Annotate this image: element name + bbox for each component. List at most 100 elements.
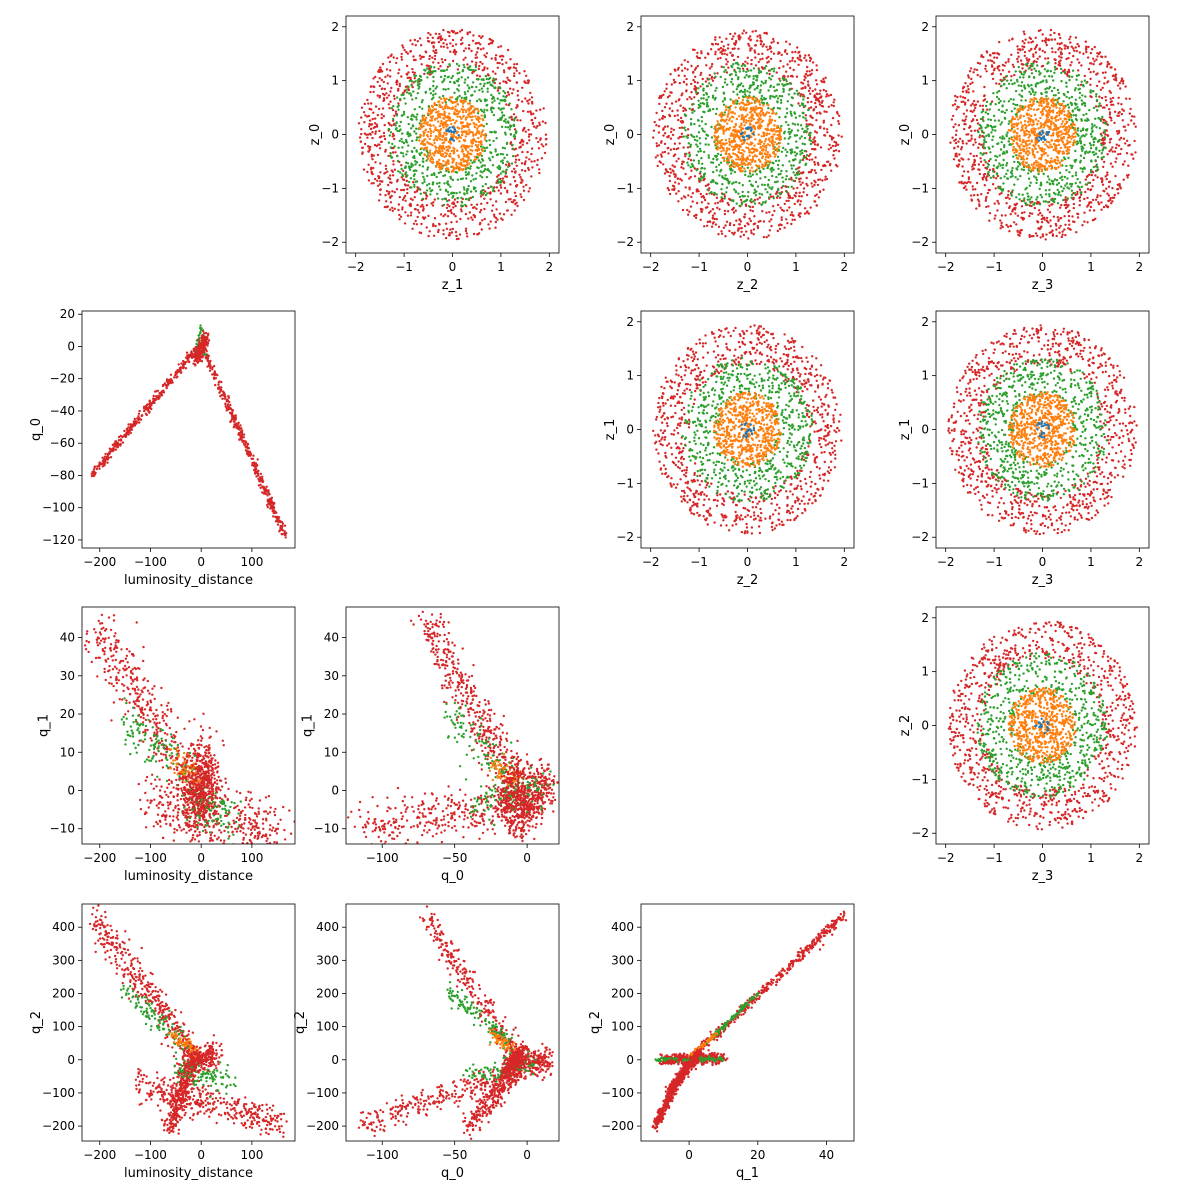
scatter-point	[469, 159, 472, 162]
scatter-point	[471, 105, 475, 108]
scatter-point	[715, 148, 719, 151]
scatter-point	[805, 154, 809, 157]
scatter-point	[731, 47, 734, 51]
scatter-point	[767, 104, 770, 107]
scatter-point	[461, 111, 465, 114]
scatter-point	[962, 100, 965, 103]
scatter-point	[464, 171, 467, 174]
scatter-point	[688, 210, 691, 213]
scatter-point	[1067, 68, 1071, 72]
scatter-point	[408, 79, 411, 83]
scatter-point	[441, 123, 444, 127]
scatter-point	[483, 169, 486, 173]
scatter-point	[363, 121, 366, 124]
scatter-point	[801, 103, 804, 107]
scatter-point	[382, 115, 385, 118]
scatter-point	[509, 133, 513, 136]
scatter-point	[833, 157, 836, 160]
scatter-point	[725, 105, 728, 109]
scatter-point	[746, 100, 750, 104]
scatter-point	[768, 160, 771, 163]
scatter-point	[695, 55, 699, 58]
scatter-point	[528, 133, 531, 136]
scatter-point	[484, 136, 487, 139]
scatter-point	[713, 212, 716, 215]
scatter-point	[801, 181, 804, 184]
scatter-point	[503, 186, 507, 190]
scatter-point	[1016, 45, 1019, 48]
scatter-point	[391, 190, 394, 193]
scatter-point	[749, 96, 752, 99]
scatter-point	[716, 72, 719, 75]
scatter-point	[528, 139, 531, 142]
scatter-point	[732, 181, 735, 184]
scatter-point	[465, 132, 468, 135]
scatter-point	[678, 81, 681, 85]
scatter-point	[392, 119, 395, 122]
scatter-point	[428, 57, 431, 61]
scatter-point	[669, 130, 673, 134]
scatter-point	[423, 119, 426, 122]
scatter-point	[426, 141, 429, 144]
scatter-point	[510, 200, 513, 204]
scatter-point	[383, 123, 386, 127]
scatter-point	[468, 86, 471, 89]
scatter-point	[460, 145, 463, 149]
scatter-point	[769, 46, 772, 50]
scatter-point	[530, 175, 533, 178]
scatter-point	[957, 106, 960, 109]
scatter-point	[471, 85, 474, 89]
scatter-point	[379, 188, 382, 191]
scatter-point	[420, 151, 423, 154]
scatter-point	[401, 114, 404, 117]
scatter-point	[369, 127, 373, 131]
scatter-point	[1072, 54, 1075, 58]
scatter-point	[815, 119, 818, 122]
scatter-point	[474, 56, 477, 59]
scatter-point	[729, 222, 732, 225]
scatter-point	[464, 78, 467, 81]
scatter-point	[1084, 190, 1087, 194]
scatter-point	[1059, 217, 1062, 220]
scatter-point	[804, 85, 807, 89]
scatter-point	[429, 190, 432, 193]
scatter-point	[504, 118, 507, 121]
scatter-point	[748, 179, 751, 183]
scatter-point	[807, 123, 811, 126]
scatter-point	[512, 113, 516, 116]
scatter-point	[470, 94, 473, 97]
scatter-point	[398, 124, 401, 128]
scatter-point	[383, 137, 387, 141]
scatter-point	[520, 195, 523, 199]
scatter-point	[750, 229, 753, 232]
scatter-point	[684, 172, 687, 176]
scatter-point	[738, 218, 741, 221]
scatter-point	[1052, 215, 1056, 218]
scatter-point	[740, 230, 743, 233]
scatter-point	[729, 156, 732, 159]
scatter-point	[513, 74, 516, 78]
scatter-point	[812, 138, 815, 141]
scatter-point	[405, 161, 408, 164]
scatter-point	[740, 127, 744, 131]
scatter-point	[452, 206, 455, 209]
scatter-point	[775, 94, 778, 98]
scatter-point	[368, 125, 371, 128]
scatter-point	[420, 147, 423, 150]
scatter-point	[1046, 208, 1050, 211]
scatter-point	[491, 101, 494, 104]
scatter-point	[714, 202, 717, 205]
scatter-point	[468, 68, 471, 71]
scatter-point	[1037, 209, 1041, 212]
scatter-point	[426, 36, 429, 40]
scatter-point	[734, 209, 737, 212]
scatter-point	[769, 195, 773, 198]
scatter-point	[389, 90, 392, 93]
scatter-point	[748, 148, 751, 152]
scatter-point	[397, 87, 400, 91]
scatter-point	[697, 159, 700, 163]
scatter-point	[761, 119, 765, 123]
scatter-point	[1044, 37, 1048, 40]
scatter-point	[504, 163, 508, 166]
scatter-point	[505, 142, 509, 146]
